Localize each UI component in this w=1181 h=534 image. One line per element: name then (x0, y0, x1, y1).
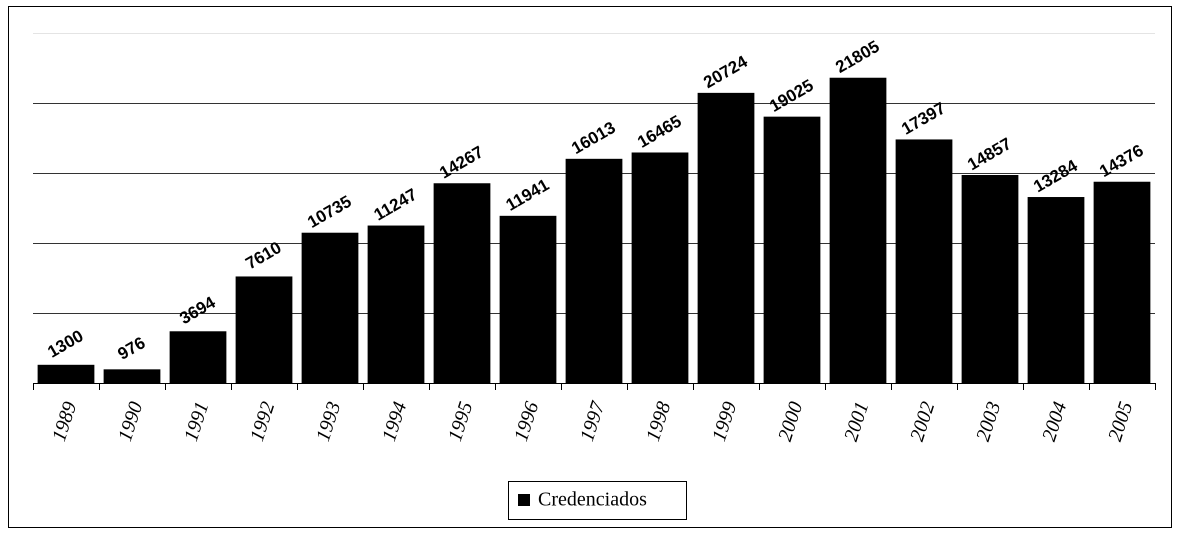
bar (565, 158, 623, 383)
bar (895, 139, 953, 383)
bar (1093, 181, 1151, 383)
bar (763, 116, 821, 384)
legend-label: Credenciados (538, 489, 647, 511)
bar (631, 152, 689, 383)
bar (499, 215, 557, 383)
legend: Credenciados (508, 481, 687, 520)
bar (169, 331, 227, 383)
bar (433, 183, 491, 383)
bar (829, 77, 887, 383)
bar (301, 232, 359, 383)
bar (235, 276, 293, 383)
bar (697, 92, 755, 383)
legend-swatch (518, 494, 530, 506)
bar (1027, 197, 1085, 383)
legend-box (508, 481, 687, 520)
bar (367, 225, 425, 383)
bar (103, 369, 161, 383)
bar (37, 364, 95, 383)
bar (961, 175, 1019, 383)
